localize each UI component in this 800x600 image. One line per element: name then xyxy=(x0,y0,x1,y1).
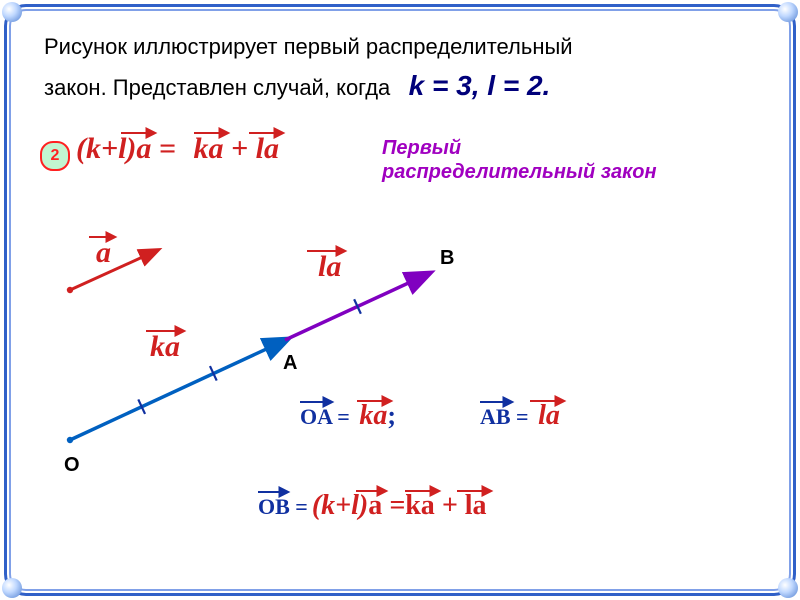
equation-OB: OB = (k+l)a =ka + la xyxy=(258,490,487,522)
point-label-B: B xyxy=(440,247,454,270)
point-label-O: O xyxy=(64,454,80,477)
point-label-A: A xyxy=(283,352,297,375)
vector-label-la: la xyxy=(318,250,341,284)
equation-AB: AB = la xyxy=(480,400,560,432)
vector-label-a: a xyxy=(96,236,111,270)
vector-label-ka: ka xyxy=(150,330,180,364)
equation-OA: OA = ka; xyxy=(300,400,396,432)
